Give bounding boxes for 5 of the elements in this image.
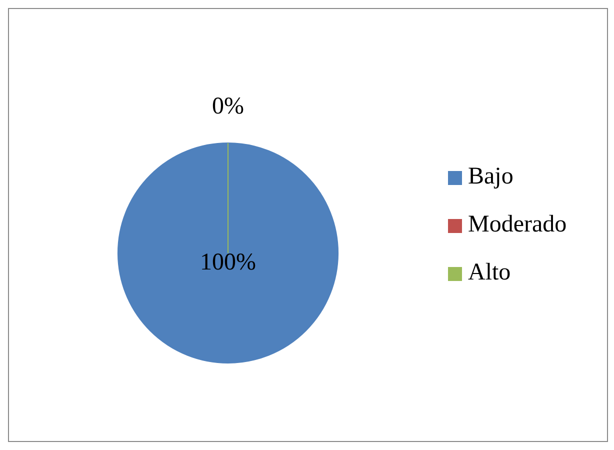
data-label: 100% <box>200 250 256 276</box>
legend-label: Moderado <box>468 212 567 238</box>
legend-label: Alto <box>468 260 511 286</box>
legend-label: Bajo <box>468 164 514 190</box>
text: 0% <box>212 94 244 120</box>
